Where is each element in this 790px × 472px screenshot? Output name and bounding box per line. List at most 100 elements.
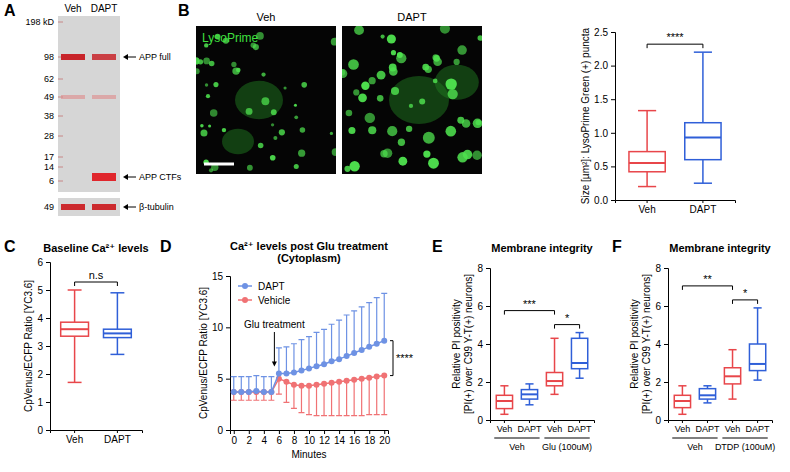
axis-line (491, 421, 595, 424)
title: Membrane integrity (491, 242, 593, 254)
ladder-label: 14 (44, 162, 54, 172)
tick: 1.0 (594, 128, 615, 139)
tick-label: 2 (37, 369, 43, 380)
axis-line (611, 33, 616, 201)
whisker-cap (694, 182, 712, 184)
tick-mark (324, 430, 325, 434)
punctum (428, 158, 439, 169)
axis-line (231, 431, 389, 435)
band (61, 204, 85, 210)
tick: Veh (66, 430, 83, 445)
median (61, 328, 89, 330)
whisker-cap (110, 292, 124, 294)
axis-line (51, 431, 143, 434)
tick: 2.5 (594, 27, 615, 38)
axis-line (616, 201, 736, 204)
tick: 4 (655, 339, 668, 350)
box-body (699, 389, 715, 399)
marker (238, 389, 244, 395)
cell-body (235, 81, 283, 119)
panel-letter: E (432, 238, 443, 255)
marker (374, 341, 380, 347)
error-bar (359, 307, 365, 350)
tick-mark (707, 420, 708, 423)
axis-title-line: CpVenus/ECFP Ratio [YC3.6] (23, 280, 34, 412)
tick-mark (74, 430, 75, 433)
punctum (222, 128, 226, 132)
punctum (457, 152, 467, 162)
tick: 4 (262, 430, 268, 446)
error-bar (374, 377, 380, 415)
error-bar (359, 379, 365, 416)
annotation-arrow (274, 332, 275, 363)
punctum (478, 35, 482, 40)
punctum (198, 59, 203, 64)
box-body (103, 329, 131, 337)
band (61, 95, 85, 99)
significance-label: ** (703, 273, 712, 285)
whisker (117, 293, 119, 329)
tick-mark (486, 344, 490, 345)
panel-letter: B (178, 2, 190, 19)
axis-title: Relative PI positivity[PI(+) over C99 Y-… (629, 274, 652, 414)
significance-bracket (504, 311, 554, 315)
error-bar (381, 376, 387, 415)
punctum (476, 120, 482, 126)
punctum (298, 150, 305, 157)
box (546, 338, 562, 394)
cell-body (222, 129, 254, 155)
tick: 2 (655, 377, 668, 388)
tick-label: 15 (212, 271, 224, 282)
boxes (61, 290, 132, 382)
axis-title-line: CpVenus/ECFP Ratio [YC3.6] (198, 287, 209, 419)
punctum (472, 151, 481, 160)
whisker (646, 172, 648, 187)
group-line (544, 438, 589, 439)
marker (359, 376, 365, 382)
micrographs: BVehLysoPrimeDAPT (178, 2, 483, 174)
box (103, 293, 131, 355)
whisker-cap (525, 383, 533, 385)
marker (246, 389, 252, 395)
box (629, 111, 665, 187)
punctum (358, 93, 367, 102)
tick-mark (664, 344, 668, 345)
tick: 20 (379, 430, 391, 446)
whisker-cap (678, 414, 686, 416)
error-bar (336, 320, 342, 359)
punctum (210, 109, 218, 117)
punctum (330, 132, 333, 135)
tick-label: 20 (379, 435, 391, 446)
image (196, 26, 336, 174)
whisker (682, 408, 684, 415)
tick: 3 (37, 341, 50, 352)
box-body (571, 338, 587, 368)
tick-label: DAPT (695, 424, 720, 434)
marker (381, 373, 387, 379)
tick: DAPT (695, 420, 720, 434)
punctum (270, 155, 276, 161)
punctum (457, 45, 467, 55)
panel-letter: F (612, 238, 622, 255)
significance-label: **** (396, 352, 414, 364)
whisker (579, 333, 581, 339)
tick: Veh (497, 420, 513, 434)
axis-line (486, 269, 491, 421)
tick: 2 (37, 369, 50, 380)
ladder-label: 6 (49, 176, 54, 186)
tick-label: 0 (655, 415, 661, 426)
tick-label: 4 (37, 313, 43, 324)
tick: 16 (349, 430, 361, 446)
punctum (445, 78, 456, 89)
punctum (231, 62, 236, 67)
marker (283, 371, 289, 377)
line (234, 341, 384, 392)
axis-title-line: Relative PI positivity (629, 299, 640, 388)
median (724, 375, 740, 377)
tick-label: 0 (37, 425, 43, 436)
tick-label: 0 (217, 425, 223, 436)
error-bar (351, 380, 357, 416)
error-bar (321, 384, 327, 416)
error-bar (344, 315, 350, 356)
whisker (554, 338, 556, 372)
